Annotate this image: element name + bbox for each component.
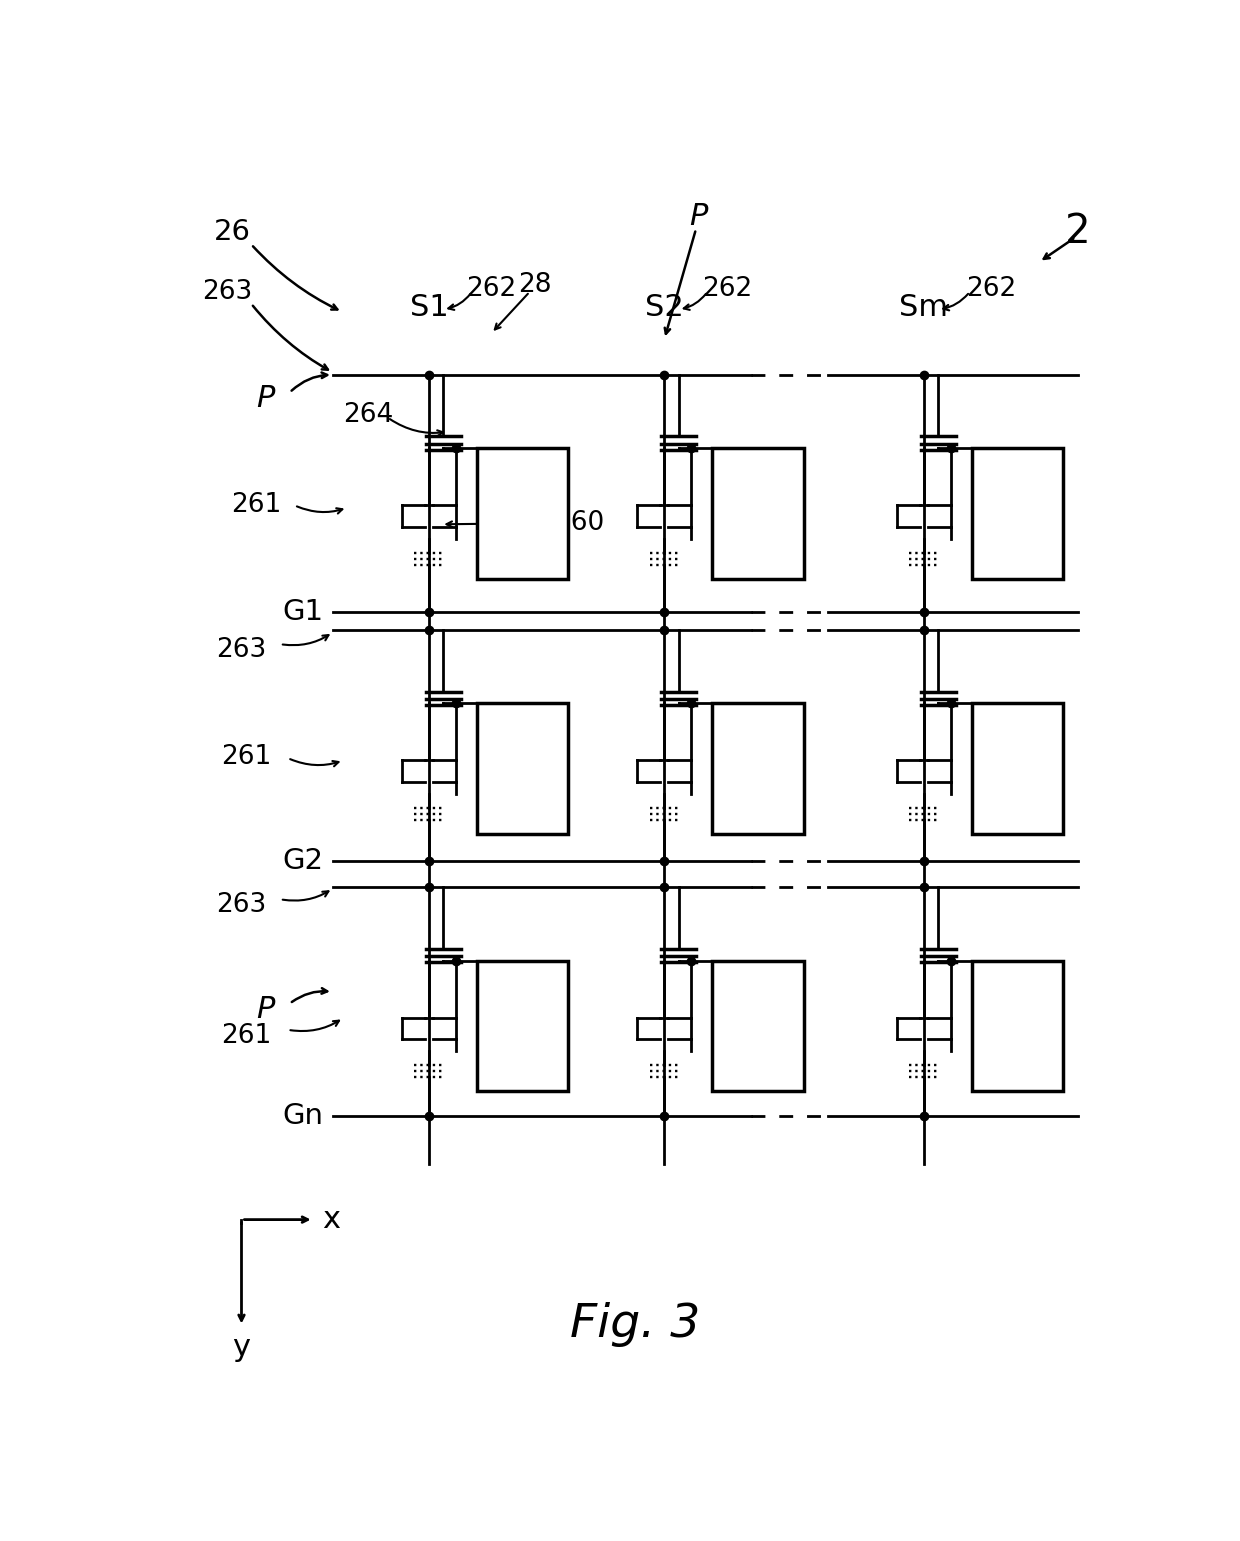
Text: x: x: [322, 1205, 340, 1234]
Text: P: P: [257, 995, 275, 1025]
Bar: [713, 703, 804, 834]
Text: 262: 262: [966, 276, 1017, 302]
Bar: [477, 448, 568, 579]
Text: 263: 263: [202, 279, 252, 305]
Text: S1: S1: [409, 293, 449, 322]
Text: 261: 261: [221, 1023, 272, 1049]
Text: 261: 261: [231, 492, 281, 518]
Bar: [972, 962, 1063, 1091]
Bar: [972, 703, 1063, 834]
Text: 26: 26: [213, 219, 250, 247]
Bar: [713, 962, 804, 1091]
Text: Fig. 3: Fig. 3: [570, 1302, 701, 1347]
Text: 262: 262: [466, 276, 517, 302]
Text: G2: G2: [283, 848, 324, 875]
Text: 264: 264: [343, 402, 393, 428]
Text: 2: 2: [1065, 213, 1090, 253]
Text: Gn: Gn: [283, 1102, 324, 1131]
Text: 263: 263: [216, 892, 267, 918]
Text: P: P: [257, 384, 275, 413]
Text: 263: 263: [216, 636, 267, 663]
Text: 28: 28: [518, 271, 552, 297]
Text: 261: 261: [221, 744, 272, 770]
Text: G1: G1: [281, 598, 324, 626]
Text: Sm: Sm: [899, 293, 949, 322]
Bar: [477, 703, 568, 834]
Text: 262: 262: [702, 276, 751, 302]
Bar: [713, 448, 804, 579]
Text: 260: 260: [554, 510, 604, 536]
Text: y: y: [232, 1333, 250, 1362]
Text: S2: S2: [645, 293, 683, 322]
Bar: [972, 448, 1063, 579]
Bar: [477, 962, 568, 1091]
Text: P: P: [688, 202, 707, 231]
